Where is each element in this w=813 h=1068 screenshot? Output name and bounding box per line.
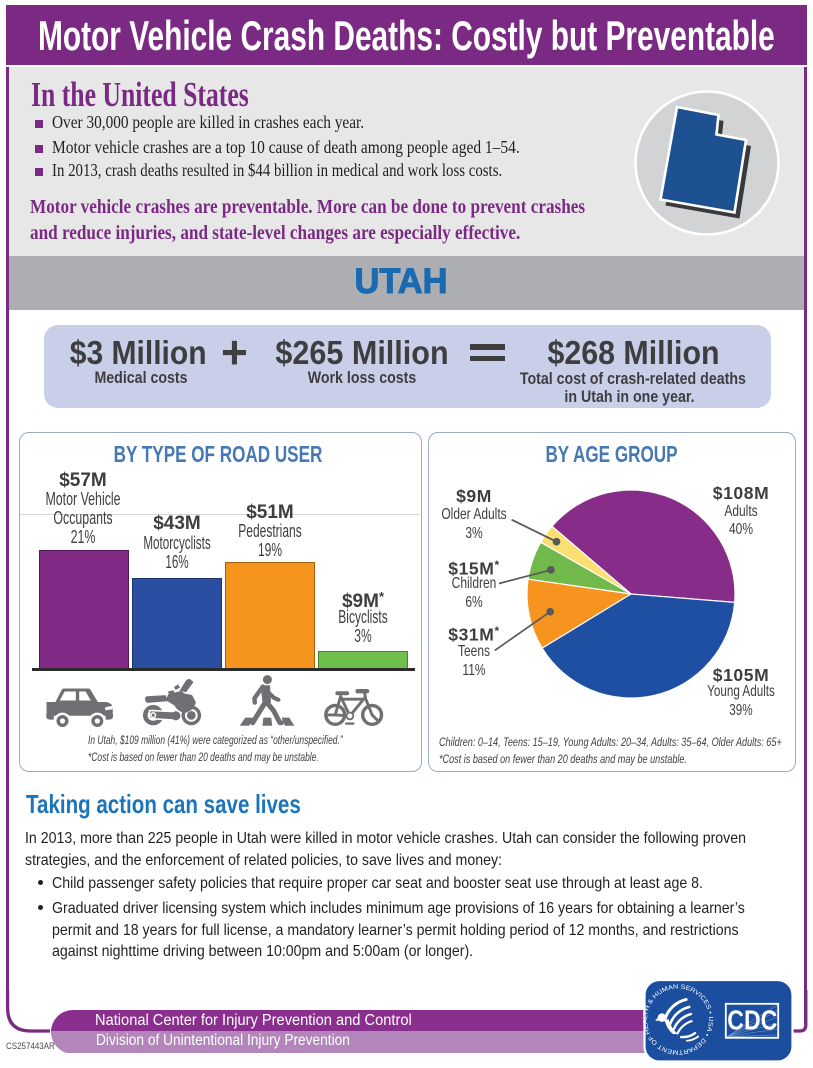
svg-text:CDC: CDC <box>727 1005 777 1036</box>
